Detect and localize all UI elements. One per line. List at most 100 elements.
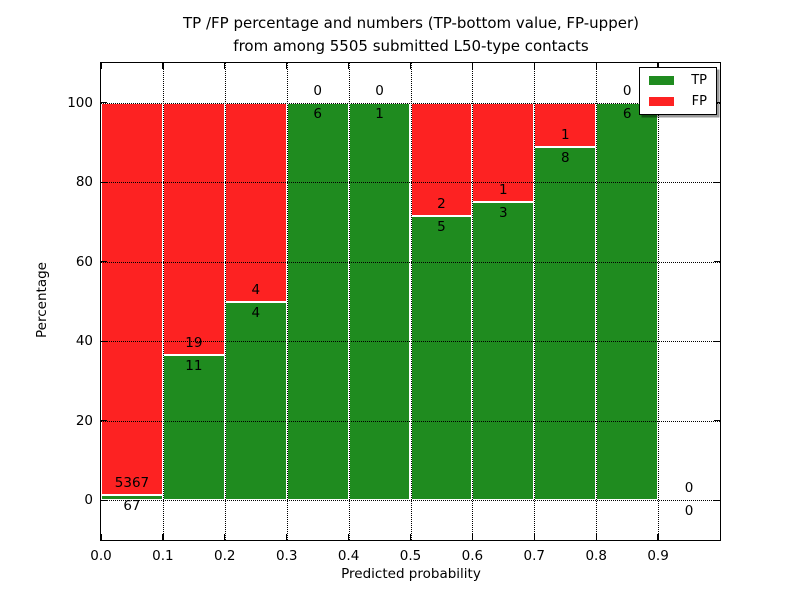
y-tick-right [714, 181, 720, 183]
x-tick-label: 0.5 [399, 548, 422, 564]
x-tick-label: 0.4 [337, 548, 360, 564]
tp-count-label: 0 [684, 503, 694, 520]
x-tick-label: 0.2 [214, 548, 236, 564]
fp-count-label: 5367 [114, 475, 150, 492]
tp-bar-segment [101, 495, 163, 501]
x-gridline [224, 63, 226, 540]
y-tick-right [714, 420, 720, 422]
fp-bar-segment [410, 102, 473, 217]
x-tick-label: 0.6 [461, 548, 484, 564]
x-tick-top [595, 63, 597, 69]
tp-count-label: 67 [123, 498, 141, 515]
y-tick-label: 40 [75, 333, 93, 350]
x-tick-top [224, 63, 226, 69]
chart-title-line1: TP /FP percentage and numbers (TP-bottom… [183, 14, 639, 32]
x-tick-label: 0.3 [275, 548, 298, 564]
x-tick-label: 0.0 [90, 548, 112, 564]
tp-bar-segment [472, 202, 535, 501]
tp-count-label: 3 [499, 205, 508, 222]
legend-item-fp: FP [649, 94, 707, 109]
fp-color-swatch [649, 97, 674, 106]
x-gridline [596, 63, 598, 540]
legend: TP FP [639, 67, 717, 115]
fp-count-label: 2 [437, 196, 446, 213]
x-tick-bottom [533, 534, 535, 540]
tp-count-label: 4 [251, 304, 261, 321]
fp-count-label: 1 [560, 126, 570, 143]
chart-title: TP /FP percentage and numbers (TP-bottom… [100, 12, 722, 57]
y-tick-right [714, 499, 720, 501]
fp-bar-segment [162, 102, 225, 355]
y-tick-left [101, 181, 107, 183]
x-tick-top [409, 63, 412, 69]
fp-count-label: 4 [251, 281, 261, 298]
x-tick-top [471, 63, 474, 69]
tp-count-label: 11 [185, 357, 203, 374]
x-tick-bottom [224, 534, 226, 540]
y-tick-right [714, 102, 720, 104]
y-tick-label: 100 [67, 94, 93, 111]
x-tick-bottom [347, 534, 350, 540]
x-gridline [410, 63, 412, 540]
fp-count-label: 19 [185, 334, 203, 351]
x-tick-top [657, 63, 659, 69]
y-tick-left [101, 499, 107, 501]
x-gridline [348, 63, 350, 540]
y-tick-label: 0 [84, 492, 93, 509]
plot-area: TP FP 5367 67 19 11 4 4 0 6 0 1 2 5 1 3 1 8 0 6 0 0 0 20 40 60 8… [67, 62, 721, 564]
tp-count-label: 1 [375, 105, 384, 122]
x-gridline [658, 63, 660, 540]
fp-count-label: 0 [375, 82, 384, 99]
x-tick-bottom [471, 534, 474, 540]
tp-count-label: 8 [560, 149, 570, 166]
tp-bar-segment [596, 102, 659, 501]
y-tick-left [101, 340, 107, 342]
tp-count-label: 6 [313, 105, 322, 122]
x-gridline [534, 63, 536, 540]
x-tick-top [533, 63, 535, 69]
x-tick-bottom [100, 534, 102, 540]
y-tick-label: 80 [75, 174, 93, 191]
legend-item-tp: TP [649, 73, 707, 88]
x-tick-label: 0.9 [647, 548, 669, 564]
x-tick-bottom [409, 534, 412, 540]
tp-bar-segment [224, 301, 287, 501]
tp-count-label: 5 [437, 219, 446, 236]
tp-color-swatch [649, 76, 674, 85]
x-gridline [286, 63, 288, 540]
x-tick-top [162, 63, 164, 69]
x-axis-label: Predicted probability [341, 566, 481, 582]
tp-bar-segment [162, 354, 225, 501]
x-tick-top [286, 63, 288, 69]
fp-bar-segment [101, 102, 163, 496]
tp-count-label: 6 [622, 105, 632, 122]
legend-label-tp: TP [691, 73, 707, 88]
legend-label-fp: FP [691, 94, 707, 109]
chart-title-line2: from among 5505 submitted L50-type conta… [233, 36, 589, 55]
fp-bar-segment [224, 102, 287, 302]
x-tick-bottom [162, 534, 164, 540]
x-tick-top [100, 63, 102, 69]
x-tick-bottom [286, 534, 288, 540]
y-tick-left [101, 102, 107, 104]
fp-count-label: 0 [313, 82, 322, 99]
fp-count-label: 1 [499, 182, 508, 199]
y-axis-label: Percentage [34, 262, 50, 338]
x-tick-bottom [595, 534, 597, 540]
y-tick-left [101, 261, 107, 263]
y-tick-label: 60 [75, 253, 93, 270]
x-tick-label: 0.7 [523, 548, 546, 564]
x-gridline [472, 63, 474, 540]
x-gridline [162, 63, 164, 540]
x-tick-label: 0.8 [585, 548, 607, 564]
x-tick-label: 0.1 [152, 548, 174, 564]
tp-bar-segment [286, 102, 349, 501]
tp-bar-segment [534, 146, 597, 501]
y-tick-left [101, 420, 107, 422]
fp-count-label: 0 [622, 82, 632, 99]
x-tick-top [347, 63, 350, 69]
x-tick-bottom [657, 534, 659, 540]
y-tick-label: 20 [75, 412, 93, 429]
tp-bar-segment [410, 216, 473, 501]
